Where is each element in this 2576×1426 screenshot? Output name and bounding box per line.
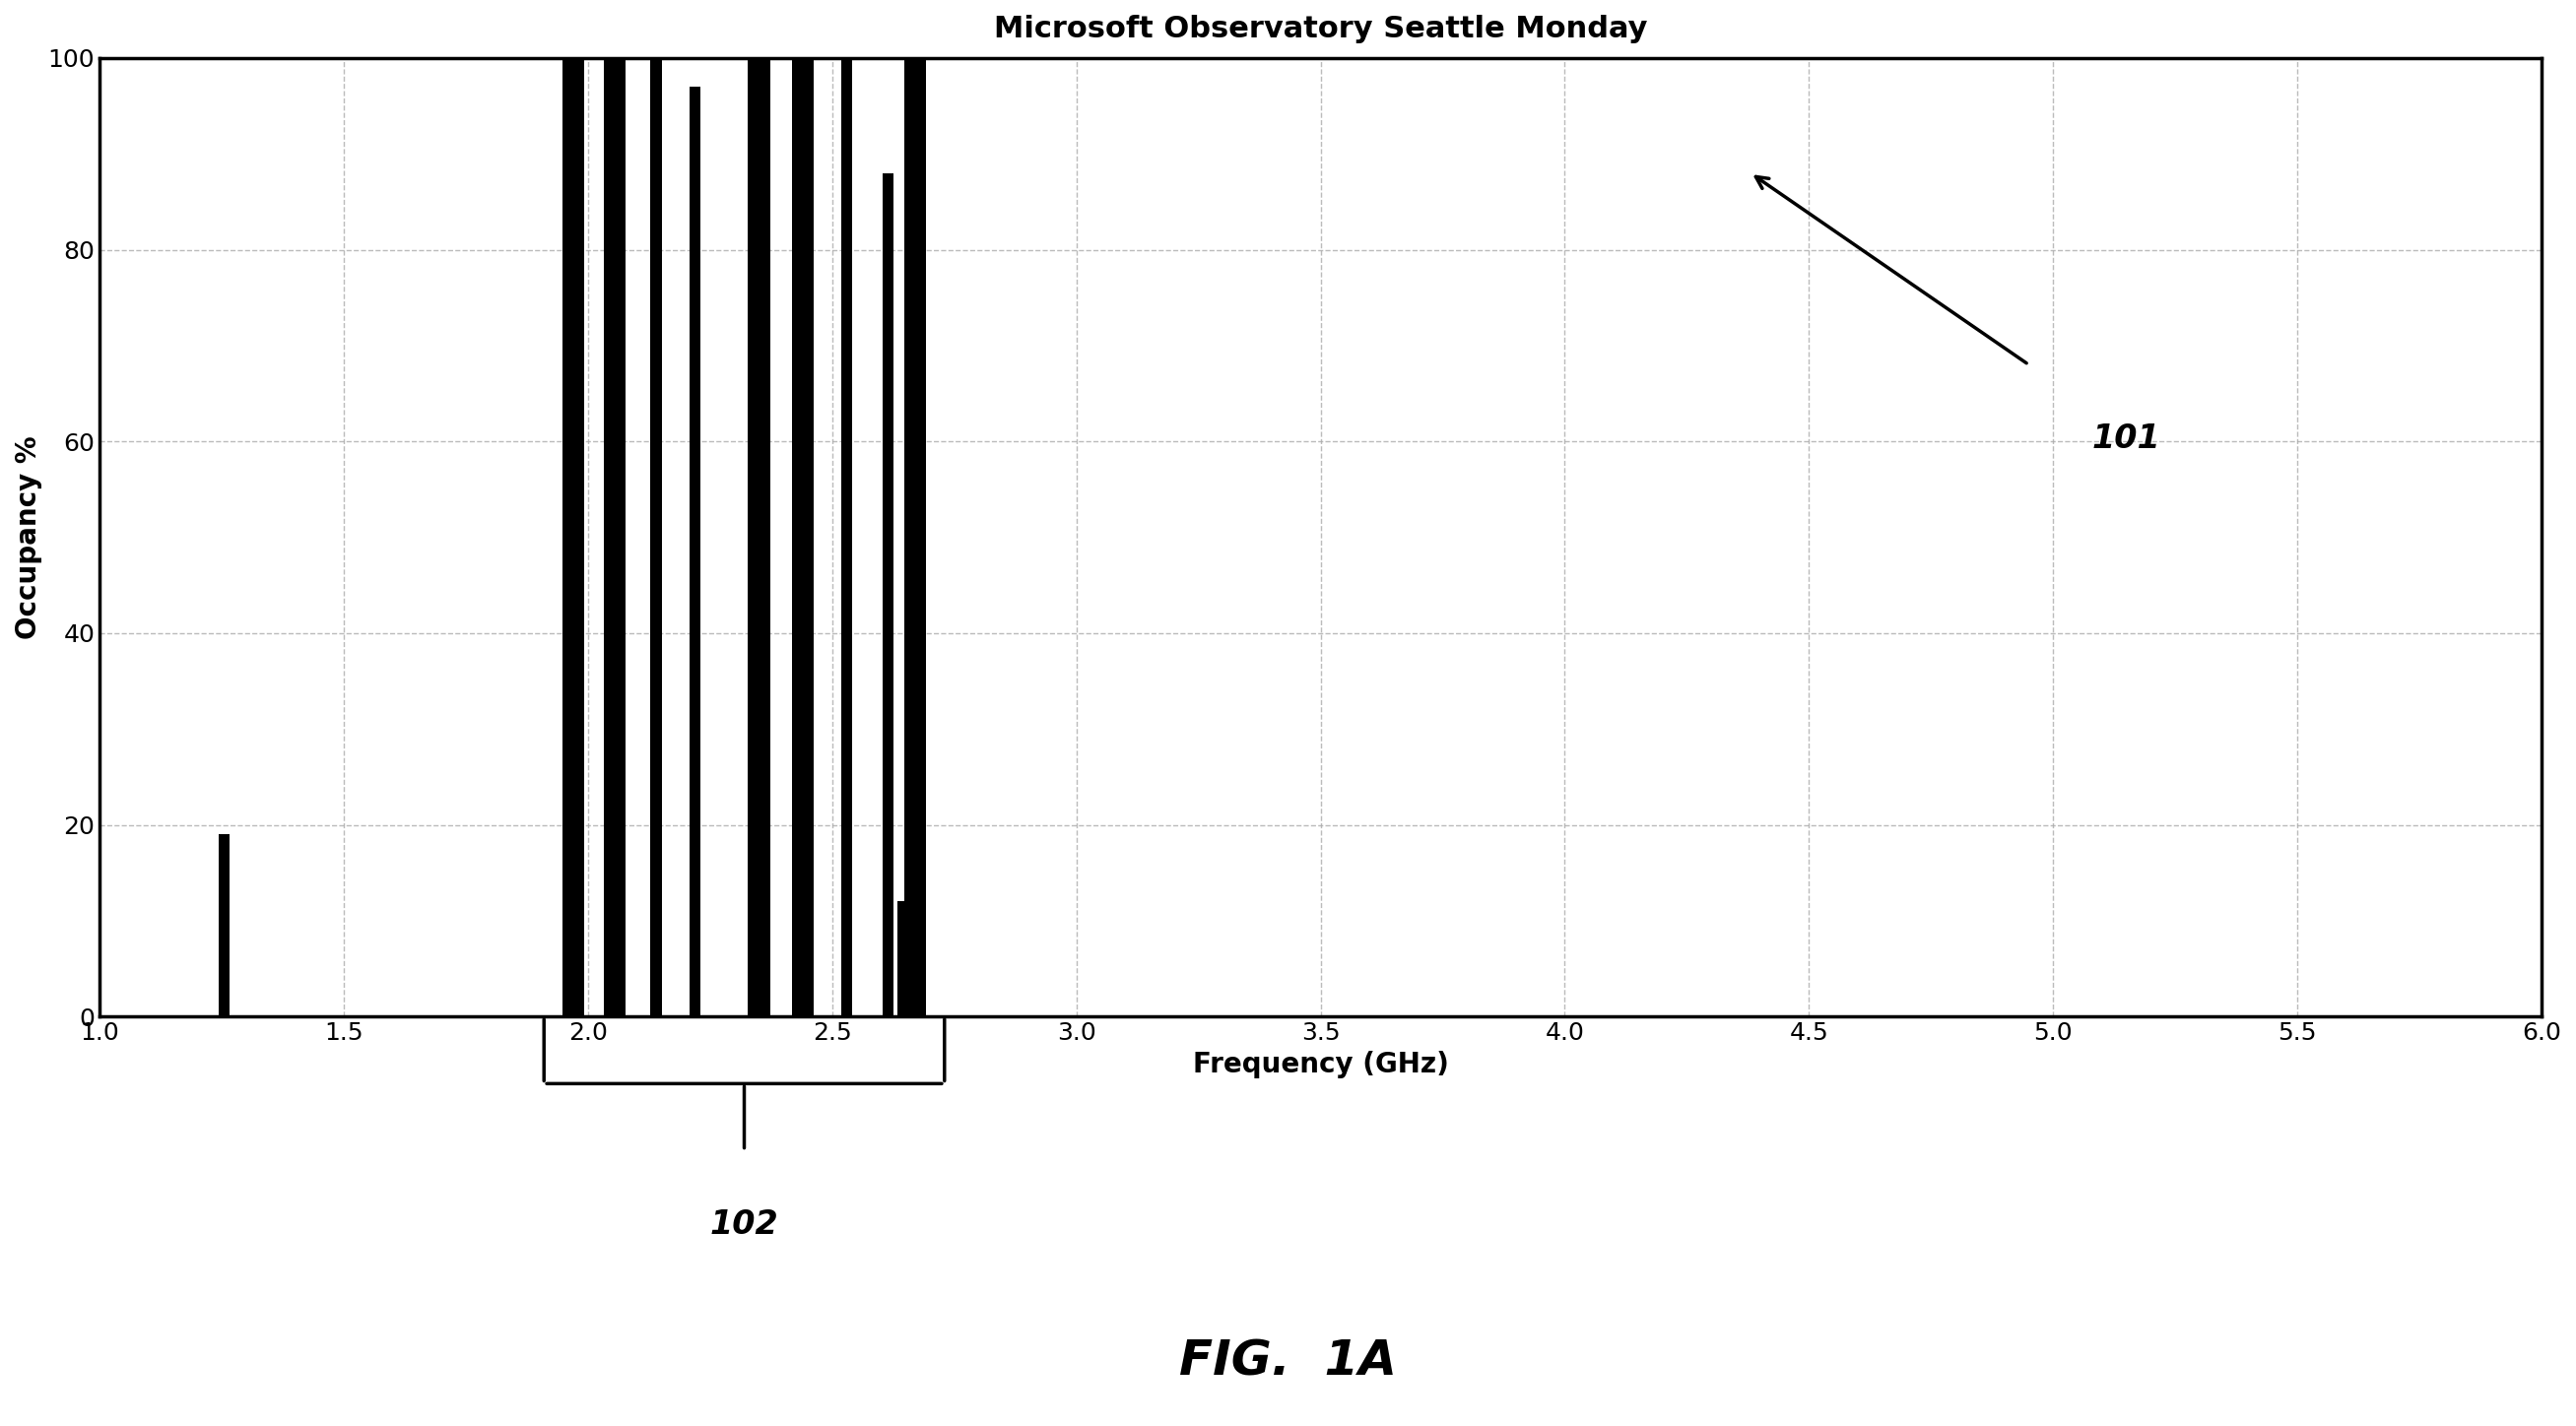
Title: Microsoft Observatory Seattle Monday: Microsoft Observatory Seattle Monday	[994, 14, 1649, 43]
Bar	[791, 58, 814, 1017]
Bar	[649, 58, 662, 1017]
Bar	[884, 173, 894, 1017]
Bar	[747, 58, 770, 1017]
Text: 101: 101	[2092, 422, 2161, 455]
Text: 102: 102	[711, 1208, 778, 1241]
Bar	[896, 901, 909, 1017]
Bar	[562, 58, 585, 1017]
Text: FIG.  1A: FIG. 1A	[1180, 1338, 1396, 1386]
Bar	[219, 834, 229, 1017]
Bar	[842, 58, 853, 1017]
Bar	[904, 58, 927, 1017]
Y-axis label: Occupancy %: Occupancy %	[15, 435, 41, 639]
Bar	[690, 87, 701, 1017]
Bar	[603, 58, 626, 1017]
X-axis label: Frequency (GHz): Frequency (GHz)	[1193, 1051, 1448, 1078]
